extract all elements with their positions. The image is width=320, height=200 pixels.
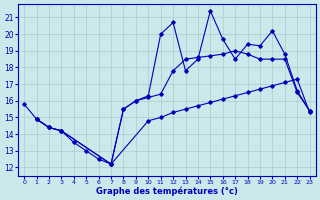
X-axis label: Graphe des températures (°c): Graphe des températures (°c): [96, 186, 238, 196]
